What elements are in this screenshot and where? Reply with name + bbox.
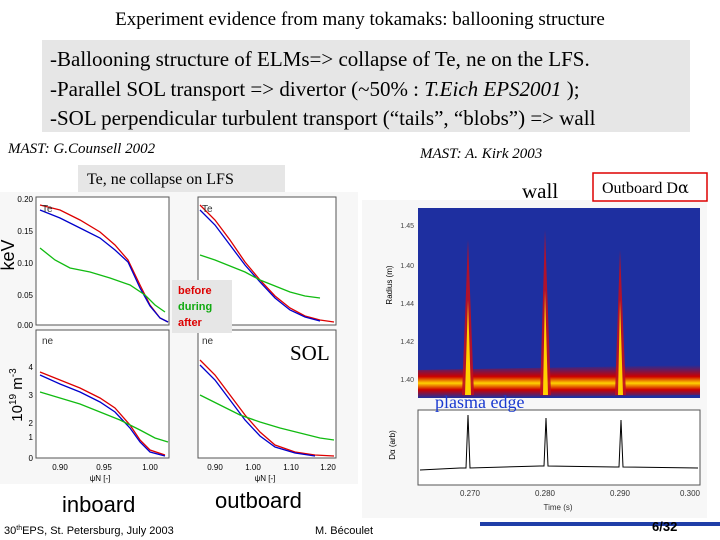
tick-label: 1.00 — [245, 463, 261, 472]
summary-line: -Parallel SOL transport => divertor (~50… — [50, 77, 580, 101]
tick-label: 2 — [29, 419, 34, 428]
legend-item: before — [178, 285, 212, 297]
panel-label: ne — [42, 336, 54, 347]
source: MAST: G.Counsell 2002 — [7, 141, 156, 157]
summary-box — [42, 40, 690, 132]
axis-label: keV — [0, 239, 18, 270]
curve — [39, 209, 169, 323]
tick-label: 0.00 — [17, 321, 33, 330]
label: wall — [522, 179, 558, 203]
label: Outboard Dα — [602, 178, 689, 197]
tick-label: 0.20 — [17, 195, 33, 204]
label: SOL — [290, 341, 330, 365]
emission-band — [418, 365, 700, 398]
spectrogram-plot: Radius (m) Dα (arb) 1.45 1.40 1.44 1.42 … — [362, 200, 707, 518]
axis-label: Time (s) — [543, 503, 572, 512]
tick-label: 4 — [29, 363, 34, 372]
tick-label: 1.10 — [283, 463, 299, 472]
curve — [199, 359, 335, 457]
curve — [199, 364, 316, 457]
axis-label: Dα (arb) — [388, 430, 397, 460]
axis-label: ψN [-] — [255, 474, 276, 483]
curve — [199, 254, 321, 299]
curve — [39, 374, 166, 457]
label: outboard — [215, 488, 302, 513]
title: Experiment evidence from many tokamaks: … — [115, 9, 605, 30]
axis-label: Radius (m) — [385, 265, 394, 304]
profile-plot: keV 1019 m-3 0.20 0.15 0.10 0.05 0.00 4 … — [0, 192, 358, 484]
elm-spike — [465, 290, 623, 395]
tick-label: 0.280 — [535, 489, 556, 498]
tick-label: 0 — [29, 454, 34, 463]
summary-line: -Ballooning structure of ELMs=> collapse… — [50, 47, 590, 71]
panel-label: Te — [42, 204, 53, 215]
panel-label: ne — [202, 336, 214, 347]
tick-label: 1.45 — [400, 223, 414, 230]
tick-label: 1.42 — [400, 339, 414, 346]
dalpha-trace — [419, 414, 699, 471]
curve — [199, 394, 335, 441]
legend-item: after — [178, 317, 203, 329]
panel — [417, 409, 701, 486]
tick-label: 0.15 — [17, 227, 33, 236]
label: plasma edge — [435, 392, 524, 412]
tick-label: 0.10 — [17, 259, 33, 268]
caption-box — [78, 165, 285, 192]
label: inboard — [62, 492, 135, 517]
tick-label: 1.40 — [400, 263, 414, 270]
tick-label: 0.300 — [680, 489, 701, 498]
tick-label: 1.00 — [142, 463, 158, 472]
tick-label: 1.20 — [320, 463, 336, 472]
tick-label: 0.90 — [207, 463, 223, 472]
panel — [35, 329, 170, 459]
curve — [39, 371, 166, 456]
curve — [39, 391, 169, 443]
tick-label: 0.05 — [17, 291, 33, 300]
caption: Te, ne collapse on LFS — [87, 171, 234, 188]
footer-rule — [480, 522, 720, 526]
tick-label: 1.44 — [400, 301, 414, 308]
tick-label: 0.290 — [610, 489, 631, 498]
axis-label: 1019 m-3 — [8, 368, 26, 422]
tick-label: 1.40 — [400, 377, 414, 384]
curve — [199, 209, 321, 322]
tick-label: 3 — [29, 391, 34, 400]
legend-item: during — [178, 301, 212, 313]
elm-spike — [462, 230, 626, 395]
page-number: 6/32 — [652, 519, 677, 534]
tick-label: 0.90 — [52, 463, 68, 472]
source: MAST: A. Kirk 2003 — [419, 146, 542, 162]
footer-conference: 30thEPS, St. Petersburg, July 2003 — [4, 525, 174, 537]
axis-label: ψN [-] — [90, 474, 111, 483]
tick-label: 0.270 — [460, 489, 481, 498]
footer-author: M. Bécoulet — [315, 525, 373, 537]
curve — [199, 204, 335, 323]
panel-label: Te — [202, 204, 213, 215]
tick-label: 1 — [29, 433, 34, 442]
curve — [39, 247, 166, 313]
label-box — [592, 172, 708, 202]
legend-box — [172, 280, 232, 333]
tick-label: 0.95 — [96, 463, 112, 472]
summary-line: -SOL perpendicular turbulent transport (… — [50, 106, 596, 130]
